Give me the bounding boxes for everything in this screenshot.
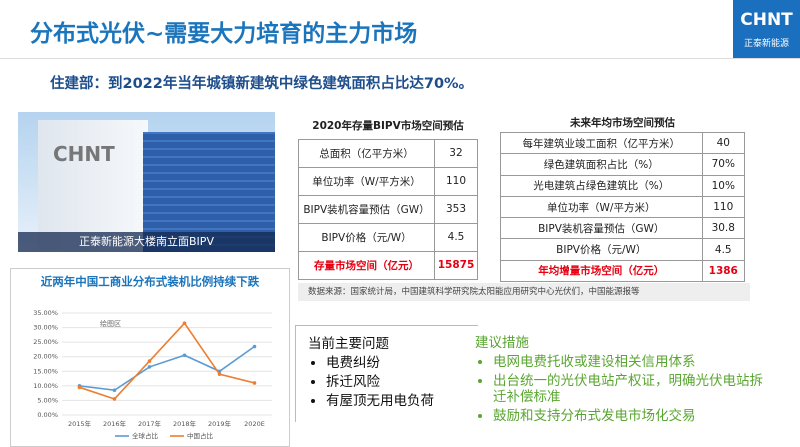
photo: CHNT 正泰新能源大楼南立面BIPV bbox=[18, 112, 275, 252]
subtitle: 住建部：到2022年当年城镇新建筑中绿色建筑面积占比达70%。 bbox=[50, 76, 474, 92]
cell-label: 单位功率（W/平方米） bbox=[298, 166, 435, 196]
point bbox=[182, 321, 187, 325]
cell-value: 110 bbox=[701, 195, 746, 219]
plot-area-label: 绘图区 bbox=[100, 319, 121, 328]
cell-value: 110 bbox=[433, 166, 479, 196]
table-row: 单位功率（W/平方米） 110 bbox=[298, 166, 479, 196]
x-tick-label: 2017年 bbox=[138, 419, 162, 428]
problems-heading: 当前主要问题 bbox=[308, 336, 389, 352]
table-row: BIPV价格（元/W） 4.5 bbox=[500, 238, 746, 261]
point bbox=[77, 385, 82, 390]
table-row: 年均增量市场空间（亿元） 1386 bbox=[500, 259, 746, 283]
cell-label: 单位功率（W/平方米） bbox=[500, 195, 703, 219]
cell-label: 年均增量市场空间（亿元） bbox=[500, 259, 703, 283]
logo-sub: 正泰新能源 bbox=[743, 39, 789, 49]
chart-title: 近两年中国工商业分布式装机比例持续下跌 bbox=[41, 275, 260, 289]
title: 分布式光伏~需要大力培育的主力市场 bbox=[30, 21, 418, 47]
suggestions-heading: 建议措施 bbox=[475, 335, 529, 351]
y-tick-label: 30.00% bbox=[33, 324, 58, 332]
point bbox=[147, 365, 152, 369]
chart: 近两年中国工商业分布式装机比例持续下跌 绘图区 0.00% 5.00% 10.00% 1… bbox=[10, 268, 290, 447]
table-title: 2020年存量BIPV市场空间预估 bbox=[298, 112, 478, 140]
cell-value: 70% bbox=[701, 153, 746, 176]
problems-list: 电费纠纷拆迁风险有屋顶无用电负荷 bbox=[308, 355, 478, 409]
y-tick-label: 0.00% bbox=[37, 411, 58, 419]
suggestions: 建议措施电网电费托收或建设相关信用体系出台统一的光伏电站产权证，明确光伏电站拆迁… bbox=[475, 331, 765, 424]
suggestions-list: 电网电费托收或建设相关信用体系出台统一的光伏电站产权证，明确光伏电站拆迁补偿标准… bbox=[475, 354, 765, 424]
table-row: BIPV装机容量预估（GW） 30.8 bbox=[500, 217, 746, 240]
list-item: 有屋顶无用电负荷 bbox=[326, 393, 478, 409]
table-row: 总面积（亿平方米） 32 bbox=[298, 138, 479, 168]
table1: 2020年存量BIPV市场空间预估 总面积（亿平方米） 32 单位功率（W/平方米） 1… bbox=[298, 112, 479, 281]
building-logo: CHNT bbox=[53, 142, 115, 166]
x-tick-label: 2015年 bbox=[68, 419, 92, 428]
cell-label: 总面积（亿平方米） bbox=[298, 138, 435, 168]
legend-label: 全球占比 bbox=[132, 431, 159, 440]
table-title: 未来年均市场空间预估 bbox=[500, 112, 745, 134]
cell-value: 32 bbox=[433, 138, 479, 168]
chart-frame bbox=[10, 268, 290, 447]
table-row: 光电建筑占绿色建筑比（%） 10% bbox=[500, 174, 746, 197]
cell-value: 353 bbox=[433, 194, 479, 224]
cell-label: BIPV装机容量预估（GW） bbox=[500, 217, 703, 240]
cell-value: 15875 bbox=[433, 250, 479, 281]
point bbox=[147, 359, 152, 363]
list-item: 出台统一的光伏电站产权证，明确光伏电站拆迁补偿标准 bbox=[493, 373, 765, 405]
point bbox=[112, 397, 117, 401]
cell-label: BIPV价格（元/W） bbox=[500, 238, 703, 261]
cell-label: 每年建筑业竣工面积（亿平方米） bbox=[500, 132, 703, 155]
cell-label: 光电建筑占绿色建筑比（%） bbox=[500, 174, 703, 197]
cell-label: 存量市场空间（亿元） bbox=[298, 250, 435, 281]
list-item: 拆迁风险 bbox=[326, 374, 478, 390]
logo: CHNT 正泰新能源 bbox=[733, 0, 800, 58]
title-row: 未来年均市场空间预估 bbox=[500, 112, 745, 134]
y-tick-label: 35.00% bbox=[33, 309, 58, 317]
title-row: 2020年存量BIPV市场空间预估 bbox=[298, 112, 478, 140]
y-tick-label: 20.00% bbox=[33, 353, 58, 361]
table-row: BIPV装机容量预估（GW） 353 bbox=[298, 194, 479, 224]
y-tick-label: 25.00% bbox=[33, 338, 58, 346]
point bbox=[112, 388, 117, 393]
point bbox=[217, 372, 222, 376]
cell-value: 10% bbox=[701, 174, 746, 197]
cell-value: 4.5 bbox=[433, 222, 479, 252]
list-item: 电费纠纷 bbox=[326, 355, 478, 371]
cell-value: 4.5 bbox=[701, 238, 746, 261]
table-row: BIPV价格（元/W） 4.5 bbox=[298, 222, 479, 252]
legend-label: 中国占比 bbox=[187, 431, 214, 440]
table2: 未来年均市场空间预估 每年建筑业竣工面积（亿平方米） 40 绿色建筑面积占比（%） 70… bbox=[500, 112, 746, 283]
cell-label: 绿色建筑面积占比（%） bbox=[500, 153, 703, 176]
source: 数据来源：国家统计局，中国建筑科学研究院太阳能应用研究中心光伏们，中国能源报等 bbox=[298, 283, 750, 301]
cell-label: BIPV装机容量预估（GW） bbox=[298, 194, 435, 224]
cell-value: 40 bbox=[701, 132, 746, 155]
x-tick-label: 2019年 bbox=[208, 419, 232, 428]
caption: 正泰新能源大楼南立面BIPV bbox=[18, 232, 275, 252]
cell-value: 1386 bbox=[701, 259, 746, 283]
table-row: 存量市场空间（亿元） 15875 bbox=[298, 250, 479, 281]
y-tick-label: 5.00% bbox=[37, 396, 58, 404]
x-tick-label: 2016年 bbox=[103, 419, 127, 428]
x-tick-label: 2020E bbox=[244, 420, 265, 428]
point bbox=[182, 353, 187, 358]
series-line bbox=[79, 321, 255, 400]
problems: 当前主要问题电费纠纷拆迁风险有屋顶无用电负荷 bbox=[295, 325, 478, 422]
building-side bbox=[38, 120, 148, 250]
table-row: 单位功率（W/平方米） 110 bbox=[500, 195, 746, 219]
x-tick-label: 2018年 bbox=[173, 419, 197, 428]
list-item: 鼓励和支持分布式发电市场化交易 bbox=[493, 408, 765, 424]
divider bbox=[0, 58, 800, 59]
point bbox=[252, 344, 257, 349]
logo-text: CHNT bbox=[740, 10, 793, 30]
y-tick-label: 15.00% bbox=[33, 367, 58, 375]
cell-label: BIPV价格（元/W） bbox=[298, 222, 435, 252]
series-line bbox=[79, 345, 255, 392]
cell-value: 30.8 bbox=[701, 217, 746, 240]
y-tick-label: 10.00% bbox=[33, 382, 58, 390]
table-row: 每年建筑业竣工面积（亿平方米） 40 bbox=[500, 132, 746, 155]
point bbox=[252, 381, 257, 385]
list-item: 电网电费托收或建设相关信用体系 bbox=[493, 354, 765, 370]
table-row: 绿色建筑面积占比（%） 70% bbox=[500, 153, 746, 176]
